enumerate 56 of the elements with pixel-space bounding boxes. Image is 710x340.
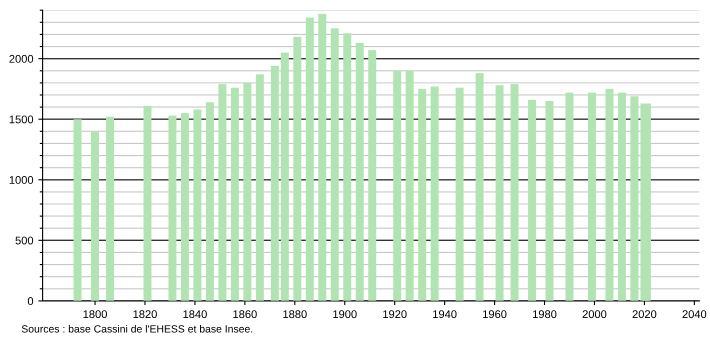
bar — [270, 66, 279, 301]
bar — [510, 84, 519, 301]
bar — [168, 116, 176, 301]
bar — [180, 113, 189, 301]
bar — [256, 74, 264, 301]
bar — [91, 131, 100, 301]
bar — [330, 28, 339, 301]
x-tick-label: 1800 — [84, 310, 107, 318]
y-tick-label: 1000 — [10, 176, 34, 184]
bar — [546, 101, 554, 301]
bar — [618, 92, 626, 301]
y-tick-label: 2000 — [9, 54, 34, 63]
bar — [588, 92, 596, 301]
y-tick-label: 500 — [15, 236, 34, 244]
bar — [566, 92, 574, 301]
bar — [74, 119, 82, 301]
bar — [306, 17, 314, 301]
bar — [230, 88, 239, 301]
bar — [406, 70, 414, 301]
x-tick-label: 1820 — [133, 310, 157, 318]
bar — [143, 106, 152, 301]
bar — [430, 86, 439, 301]
bar — [356, 42, 364, 301]
x-tick-label: 1900 — [333, 310, 357, 318]
bar — [343, 33, 352, 301]
y-tick-label: 1500 — [10, 115, 34, 124]
bar — [318, 14, 326, 301]
x-tick-label: 1980 — [533, 310, 556, 318]
x-tick-label: 2020 — [632, 310, 656, 318]
source-note: Sources : base Cassini de l'EHESS et base Insee. — [22, 324, 252, 333]
y-tick-label: 0 — [28, 297, 34, 306]
x-tick-label: 1960 — [483, 310, 507, 318]
bar — [630, 96, 638, 301]
bar — [243, 82, 252, 301]
bar — [456, 88, 464, 301]
bar — [393, 70, 402, 301]
x-tick-label: 1860 — [233, 310, 257, 318]
bar — [218, 84, 226, 301]
bar — [496, 85, 504, 301]
bar — [605, 88, 614, 301]
bar — [293, 36, 302, 301]
x-tick-label: 1880 — [283, 310, 307, 318]
bar — [206, 102, 214, 301]
bar — [418, 88, 426, 301]
x-tick-label: 1920 — [383, 310, 407, 318]
bar — [476, 73, 484, 301]
bar — [528, 100, 536, 301]
x-tick-label: 1940 — [433, 310, 457, 318]
bar — [106, 116, 114, 301]
bar — [642, 103, 651, 301]
bar — [193, 110, 202, 301]
bar — [280, 52, 289, 301]
x-tick-label: 1840 — [183, 310, 207, 318]
bar — [368, 50, 376, 301]
x-tick-label: 2000 — [582, 310, 606, 318]
x-tick-label: 2040 — [682, 310, 706, 318]
